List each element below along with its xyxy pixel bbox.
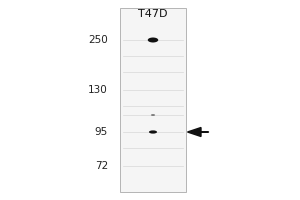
Text: T47D: T47D <box>138 9 168 19</box>
Text: 72: 72 <box>95 161 108 171</box>
Text: 130: 130 <box>88 85 108 95</box>
Bar <box>120 8 186 192</box>
Ellipse shape <box>149 130 157 134</box>
FancyArrow shape <box>188 128 208 136</box>
Ellipse shape <box>151 114 155 116</box>
Text: 250: 250 <box>88 35 108 45</box>
Text: 95: 95 <box>95 127 108 137</box>
Ellipse shape <box>148 38 158 43</box>
